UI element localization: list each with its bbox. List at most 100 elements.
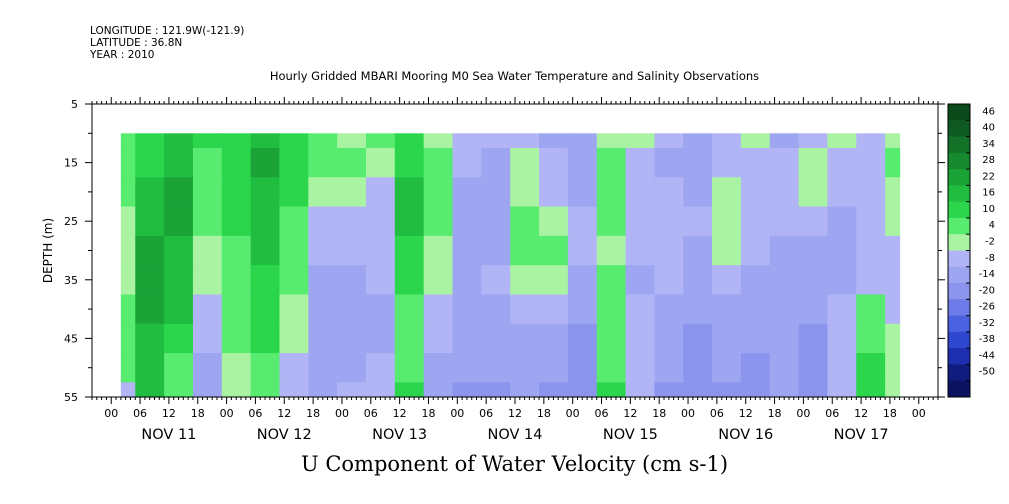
heatmap-cell [164, 235, 194, 266]
heatmap-cell [135, 177, 165, 208]
longitude-label: LONGITUDE : 121.9W(-121.9) [90, 25, 245, 37]
heatmap-cell [625, 353, 655, 383]
heatmap-cell [769, 235, 800, 266]
heatmap-cell [423, 133, 454, 149]
heatmap-cell [221, 147, 252, 178]
heatmap-cell [856, 294, 886, 325]
colorbar-label: -32 [979, 318, 995, 329]
x-hour-label: 00 [220, 407, 234, 420]
heatmap-cell [885, 265, 901, 296]
heatmap-cells [120, 133, 901, 398]
heatmap-cell [221, 235, 252, 266]
heatmap-cell [712, 265, 742, 296]
heatmap-cell [279, 235, 309, 266]
heatmap-cell [885, 235, 901, 266]
heatmap-cell [539, 353, 569, 383]
heatmap-cell [856, 265, 886, 296]
heatmap-cell [539, 177, 569, 208]
heatmap-cell [856, 353, 886, 383]
heatmap-cell [567, 206, 598, 237]
heatmap-cell [740, 265, 771, 296]
heatmap-cell [365, 235, 396, 266]
heatmap-cell [885, 206, 901, 237]
heatmap-cell [452, 133, 482, 149]
heatmap-cell [827, 177, 857, 208]
heatmap-cell [279, 382, 309, 398]
colorbar-swatch [948, 152, 970, 170]
y-tick-label: 35 [64, 274, 78, 287]
heatmap-cell [221, 133, 252, 149]
heatmap-cell [120, 353, 136, 383]
heatmap-cell [856, 206, 886, 237]
heatmap-cell [510, 147, 540, 178]
heatmap-cell [798, 323, 829, 354]
heatmap-cell [452, 235, 482, 266]
heatmap-cell [481, 206, 511, 237]
heatmap-cell [365, 294, 396, 325]
heatmap-cell [164, 382, 194, 398]
heatmap-cell [885, 323, 901, 354]
heatmap-cell [337, 382, 367, 398]
colorbar-label: 28 [982, 155, 995, 166]
heatmap-cell [135, 323, 165, 354]
colorbar-swatch [948, 364, 970, 382]
x-day-label: NOV 16 [718, 427, 773, 443]
x-hour-label: 00 [104, 407, 118, 420]
heatmap-cell [827, 353, 857, 383]
x-hour-label: 12 [623, 407, 637, 420]
heatmap-cell [683, 133, 713, 149]
colorbar-swatch [948, 266, 970, 284]
heatmap-cell [654, 294, 684, 325]
heatmap-cell [567, 265, 598, 296]
heatmap-cell [394, 235, 425, 266]
heatmap-cell [250, 294, 281, 325]
heatmap-cell [885, 294, 901, 325]
y-axis-label: DEPTH (m) [41, 218, 55, 283]
heatmap-cell [567, 323, 598, 354]
heatmap-cell [135, 353, 165, 383]
heatmap-cell [423, 323, 454, 354]
heatmap-cell [567, 133, 598, 149]
heatmap-cell [539, 133, 569, 149]
heatmap-cell [654, 177, 684, 208]
heatmap-cell [337, 177, 367, 208]
heatmap-cell [798, 177, 829, 208]
heatmap-cell [856, 382, 886, 398]
colorbar-label: 10 [982, 204, 995, 215]
heatmap-cell [308, 265, 338, 296]
heatmap-cell [596, 147, 627, 178]
heatmap-cell [221, 177, 252, 208]
heatmap-cell [365, 206, 396, 237]
heatmap-cell [712, 382, 742, 398]
x-hour-label: 18 [191, 407, 205, 420]
heatmap-cell [798, 382, 829, 398]
x-day-labels: NOV 11 NOV 12 NOV 13 NOV 14 NOV 15 NOV 16 NOV … [141, 427, 888, 443]
heatmap-cell [712, 133, 742, 149]
heatmap-cell [683, 177, 713, 208]
heatmap-cell [740, 323, 771, 354]
x-hour-label: 18 [768, 407, 782, 420]
heatmap-cell [712, 323, 742, 354]
latitude-label: LATITUDE : 36.8N [90, 37, 183, 49]
heatmap-cell [740, 133, 771, 149]
heatmap-cell [164, 133, 194, 149]
colorbar-label: -2 [985, 237, 995, 248]
heatmap-cell [250, 353, 281, 383]
colorbar-swatch [948, 120, 970, 137]
heatmap-cell [683, 265, 713, 296]
heatmap-cell [279, 294, 309, 325]
heatmap-cell [827, 294, 857, 325]
heatmap-cell [856, 235, 886, 266]
y-tick-label: 45 [64, 332, 78, 345]
heatmap-cell [308, 147, 338, 178]
colorbar-label: 16 [982, 188, 995, 199]
heatmap-cell [683, 323, 713, 354]
heatmap-cell [769, 147, 800, 178]
heatmap-cell [827, 323, 857, 354]
x-day-label: NOV 14 [488, 427, 543, 443]
heatmap-cell [192, 177, 223, 208]
heatmap-cell [308, 294, 338, 325]
heatmap-cell [539, 265, 569, 296]
heatmap-cell [279, 323, 309, 354]
heatmap-cell [510, 382, 540, 398]
